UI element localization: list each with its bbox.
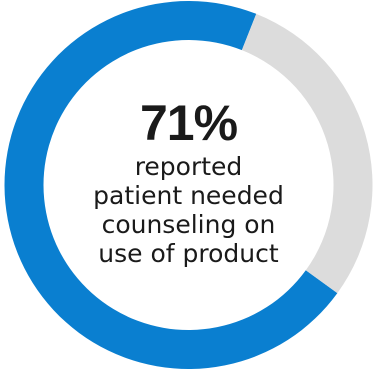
caption-line-1: reported <box>134 152 243 181</box>
donut-slice-remainder <box>241 13 373 294</box>
caption-line-2: patient needed <box>93 181 284 210</box>
percent-value: 71% <box>139 95 238 151</box>
caption-line-4: use of product <box>98 239 279 268</box>
caption-line-3: counseling on <box>101 210 276 239</box>
